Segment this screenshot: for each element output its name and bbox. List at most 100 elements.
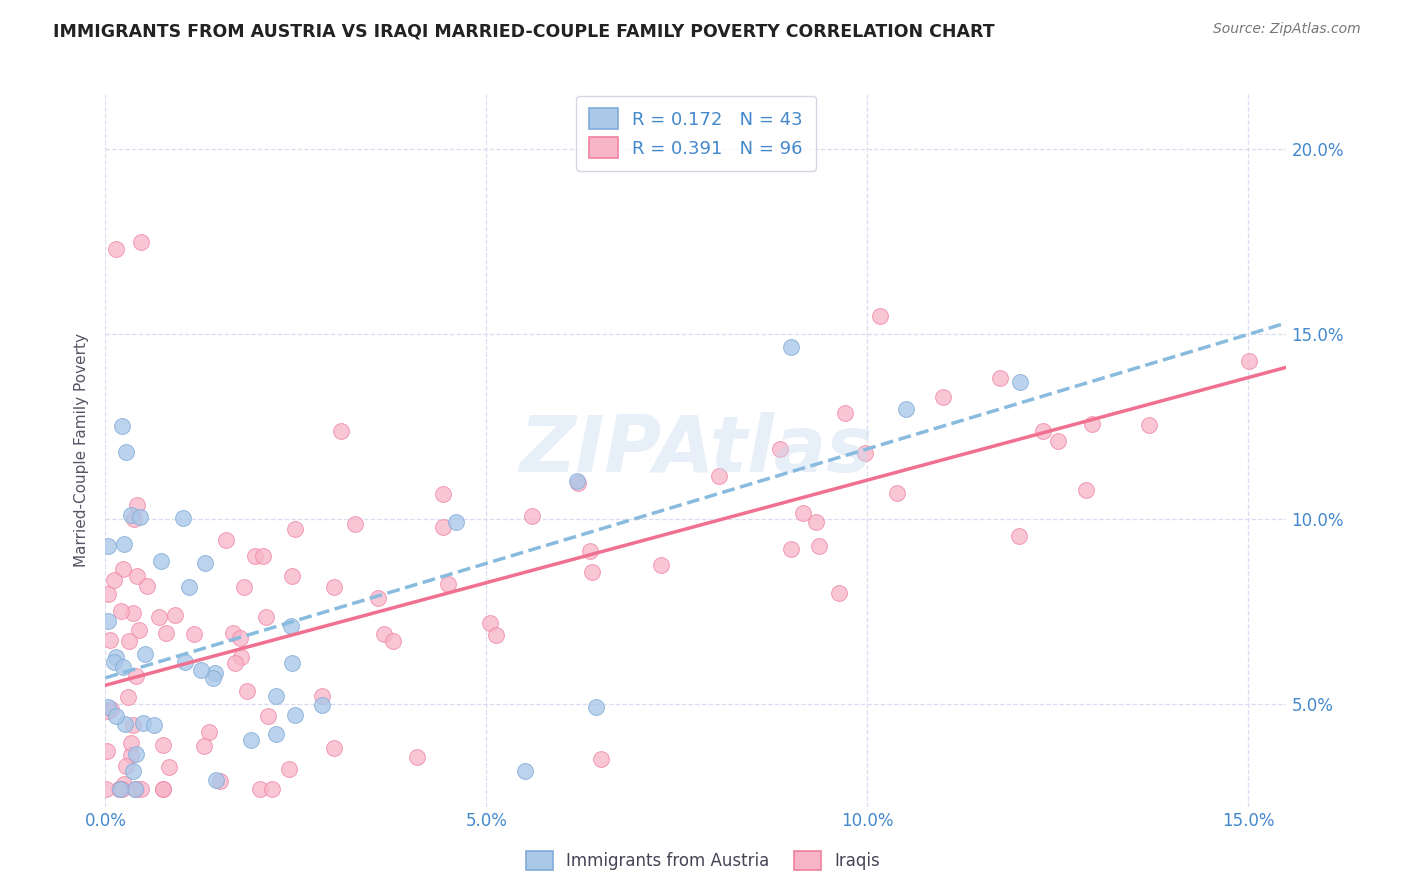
Point: [157, 760, 180, 774]
Point: [322, 741, 344, 756]
Point: [142, 718, 165, 732]
Point: [97, 615, 120, 629]
Point: [112, 562, 135, 576]
Point: [117, 634, 139, 648]
Point: [254, 609, 277, 624]
Point: [406, 750, 429, 764]
Point: [239, 732, 262, 747]
Point: [155, 626, 177, 640]
Point: [117, 690, 139, 704]
Point: [231, 650, 253, 665]
Point: [780, 541, 803, 556]
Point: [522, 508, 544, 523]
Point: [115, 758, 138, 772]
Point: [100, 702, 122, 716]
Point: [437, 577, 460, 591]
Point: [224, 656, 246, 670]
Point: [281, 569, 304, 583]
Point: [152, 781, 174, 796]
Point: [129, 510, 152, 524]
Point: [257, 709, 280, 723]
Y-axis label: Married-Couple Family Poverty: Married-Couple Family Poverty: [75, 334, 90, 567]
Point: [125, 498, 148, 512]
Point: [193, 739, 215, 753]
Point: [1007, 528, 1029, 542]
Point: [174, 655, 197, 669]
Point: [104, 709, 127, 723]
Point: [886, 486, 908, 500]
Point: [243, 549, 266, 563]
Point: [834, 406, 856, 420]
Point: [806, 515, 828, 529]
Point: [125, 747, 148, 761]
Point: [120, 736, 142, 750]
Point: [229, 631, 252, 645]
Point: [264, 727, 287, 741]
Point: [367, 591, 389, 606]
Point: [97, 539, 120, 553]
Point: [105, 650, 128, 665]
Point: [281, 657, 304, 671]
Point: [381, 634, 404, 648]
Point: [148, 610, 170, 624]
Point: [1032, 424, 1054, 438]
Point: [932, 390, 955, 404]
Point: [236, 684, 259, 698]
Point: [131, 781, 153, 796]
Point: [780, 340, 803, 354]
Point: [121, 718, 143, 732]
Point: [97, 699, 120, 714]
Point: [114, 717, 136, 731]
Point: [125, 781, 148, 796]
Point: [579, 544, 602, 558]
Point: [344, 517, 367, 532]
Point: [567, 475, 589, 490]
Point: [152, 781, 174, 796]
Point: [112, 777, 135, 791]
Point: [124, 781, 146, 796]
Point: [215, 533, 238, 548]
Point: [1008, 376, 1031, 390]
Point: [111, 660, 134, 674]
Point: [484, 628, 506, 642]
Point: [208, 774, 231, 789]
Point: [373, 627, 395, 641]
Point: [122, 764, 145, 779]
Point: [124, 512, 146, 526]
Point: [792, 507, 814, 521]
Point: [104, 242, 127, 256]
Point: [125, 569, 148, 583]
Point: [650, 558, 672, 572]
Point: [108, 781, 131, 796]
Point: [280, 618, 302, 632]
Point: [581, 566, 603, 580]
Point: [134, 648, 156, 662]
Point: [311, 698, 333, 712]
Point: [432, 487, 454, 501]
Point: [183, 626, 205, 640]
Point: [1046, 434, 1069, 448]
Point: [205, 773, 228, 788]
Point: [284, 522, 307, 536]
Point: [222, 626, 245, 640]
Point: [853, 446, 876, 460]
Point: [769, 442, 792, 456]
Point: [444, 515, 467, 529]
Point: [266, 690, 288, 704]
Point: [707, 469, 730, 483]
Point: [163, 607, 186, 622]
Point: [111, 781, 134, 796]
Point: [1137, 417, 1160, 432]
Point: [585, 700, 607, 714]
Point: [94, 781, 117, 796]
Point: [589, 752, 612, 766]
Point: [172, 511, 194, 525]
Point: [311, 689, 333, 703]
Point: [432, 520, 454, 534]
Point: [103, 573, 125, 587]
Point: [129, 235, 152, 249]
Point: [111, 419, 134, 434]
Point: [132, 715, 155, 730]
Point: [204, 666, 226, 681]
Point: [252, 549, 274, 563]
